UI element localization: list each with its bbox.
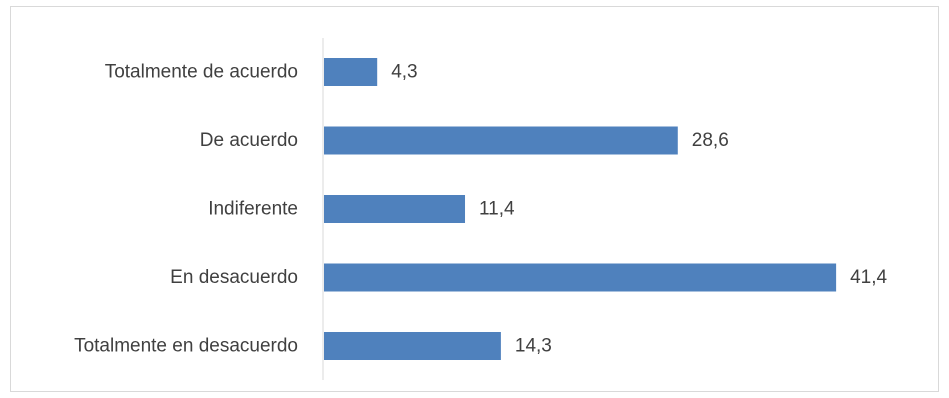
category-label-2: Indiferente (208, 199, 298, 220)
bar-0 (324, 58, 378, 86)
labels-layer: Totalmente de acuerdo 4,3 De acuerdo 28,6 In… (74, 62, 887, 357)
category-label-4: Totalmente en desacuerdo (74, 336, 298, 357)
category-label-0: Totalmente de acuerdo (105, 62, 298, 83)
bar-4 (324, 332, 501, 360)
chart-frame (10, 6, 939, 392)
category-label-1: De acuerdo (200, 130, 298, 151)
bar-1 (324, 126, 678, 155)
bars-layer (324, 58, 837, 360)
value-label-4: 14,3 (515, 336, 552, 357)
value-label-0: 4,3 (391, 62, 417, 83)
value-label-3: 41,4 (850, 267, 887, 288)
value-label-2: 11,4 (479, 199, 515, 220)
category-label-3: En desacuerdo (170, 267, 298, 288)
bar-3 (324, 263, 837, 292)
value-label-1: 28,6 (692, 130, 729, 151)
bar-2 (324, 195, 466, 223)
